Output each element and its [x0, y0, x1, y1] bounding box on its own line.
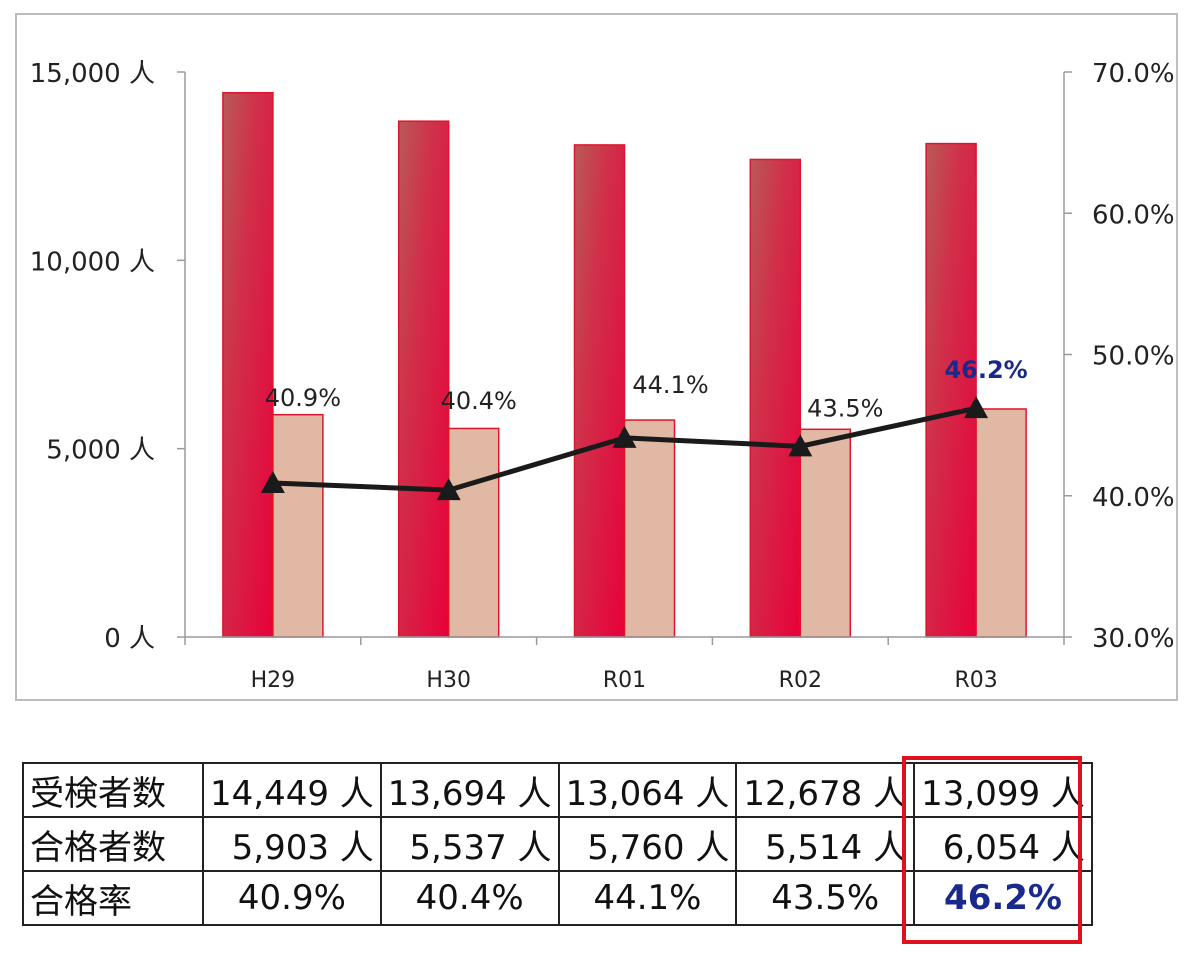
row-header-examinees: 受検者数 [22, 762, 204, 818]
table-cell: 13,694 人 [379, 762, 560, 818]
table-cell: 13,099 人 [913, 762, 1093, 818]
table-cell-highlight: 46.2% [913, 870, 1093, 926]
bar-examinees [749, 158, 802, 638]
data-label: 40.4% [441, 387, 517, 415]
x-tick-label: R03 [954, 668, 997, 693]
right-tick-label: 30.0% [1092, 624, 1175, 654]
table-cell: 12,678 人 [735, 762, 916, 818]
data-table: 受検者数 14,449 人 13,694 人 13,064 人 12,678 人… [22, 762, 1093, 926]
table-row: 合格率 40.9% 40.4% 44.1% 43.5% 46.2% [22, 870, 1093, 926]
bar-passers [975, 408, 1027, 638]
table-cell: 13,064 人 [557, 762, 738, 818]
table-cell: 40.4% [379, 870, 560, 926]
table-cell: 6,054 人 [913, 816, 1093, 872]
pass-rate-marker [612, 425, 637, 448]
bar-passers [799, 428, 852, 638]
pass-rate-marker [788, 434, 813, 457]
bar-examinees [573, 144, 626, 638]
x-tick-label: H30 [426, 668, 471, 693]
pass-rate-marker [436, 478, 461, 501]
left-tick-label: 0 人 [104, 624, 155, 654]
pass-rate-marker [964, 396, 989, 419]
right-tick-label: 70.0% [1092, 59, 1175, 89]
data-label: 43.5% [807, 394, 883, 422]
table-cell: 43.5% [735, 870, 916, 926]
table-cell: 44.1% [557, 870, 738, 926]
bar-examinees [222, 92, 274, 638]
left-tick-label: 10,000 人 [30, 247, 155, 277]
table-cell: 5,537 人 [379, 816, 560, 872]
left-tick-label: 5,000 人 [46, 436, 155, 466]
right-tick-label: 40.0% [1092, 483, 1175, 513]
data-label: 46.2% [944, 356, 1027, 384]
chart-frame: 0 人 5,000 人 10,000 人 15,000 人 30.0% 40.0% 50.0… [15, 13, 1178, 701]
table-cell: 5,903 人 [202, 816, 382, 872]
bar-examinees [925, 142, 977, 638]
x-tick-label: R02 [779, 668, 822, 693]
right-tick-label: 60.0% [1092, 200, 1175, 230]
x-tick-label: R01 [603, 668, 646, 693]
combo-chart: 0 人 5,000 人 10,000 人 15,000 人 30.0% 40.0% 50.0… [30, 59, 1175, 693]
data-label: 44.1% [632, 371, 708, 399]
pass-rate-marker [260, 471, 285, 494]
bar-passers [623, 419, 676, 638]
table-cell: 5,760 人 [557, 816, 738, 872]
left-tick-label: 15,000 人 [30, 59, 155, 89]
bar-passers [447, 427, 500, 638]
bar-passers [272, 413, 324, 638]
table-cell: 40.9% [202, 870, 382, 926]
row-header-passers: 合格者数 [22, 816, 204, 872]
x-tick-label: H29 [251, 668, 296, 693]
row-header-pass-rate: 合格率 [22, 870, 204, 926]
bar-examinees [397, 120, 450, 638]
table-cell: 14,449 人 [202, 762, 382, 818]
table-row: 受検者数 14,449 人 13,694 人 13,064 人 12,678 人… [22, 762, 1093, 818]
table-row: 合格者数 5,903 人 5,537 人 5,760 人 5,514 人 6,0… [22, 816, 1093, 872]
data-label: 40.9% [265, 384, 341, 412]
right-tick-label: 50.0% [1092, 342, 1175, 372]
table-cell: 5,514 人 [735, 816, 916, 872]
